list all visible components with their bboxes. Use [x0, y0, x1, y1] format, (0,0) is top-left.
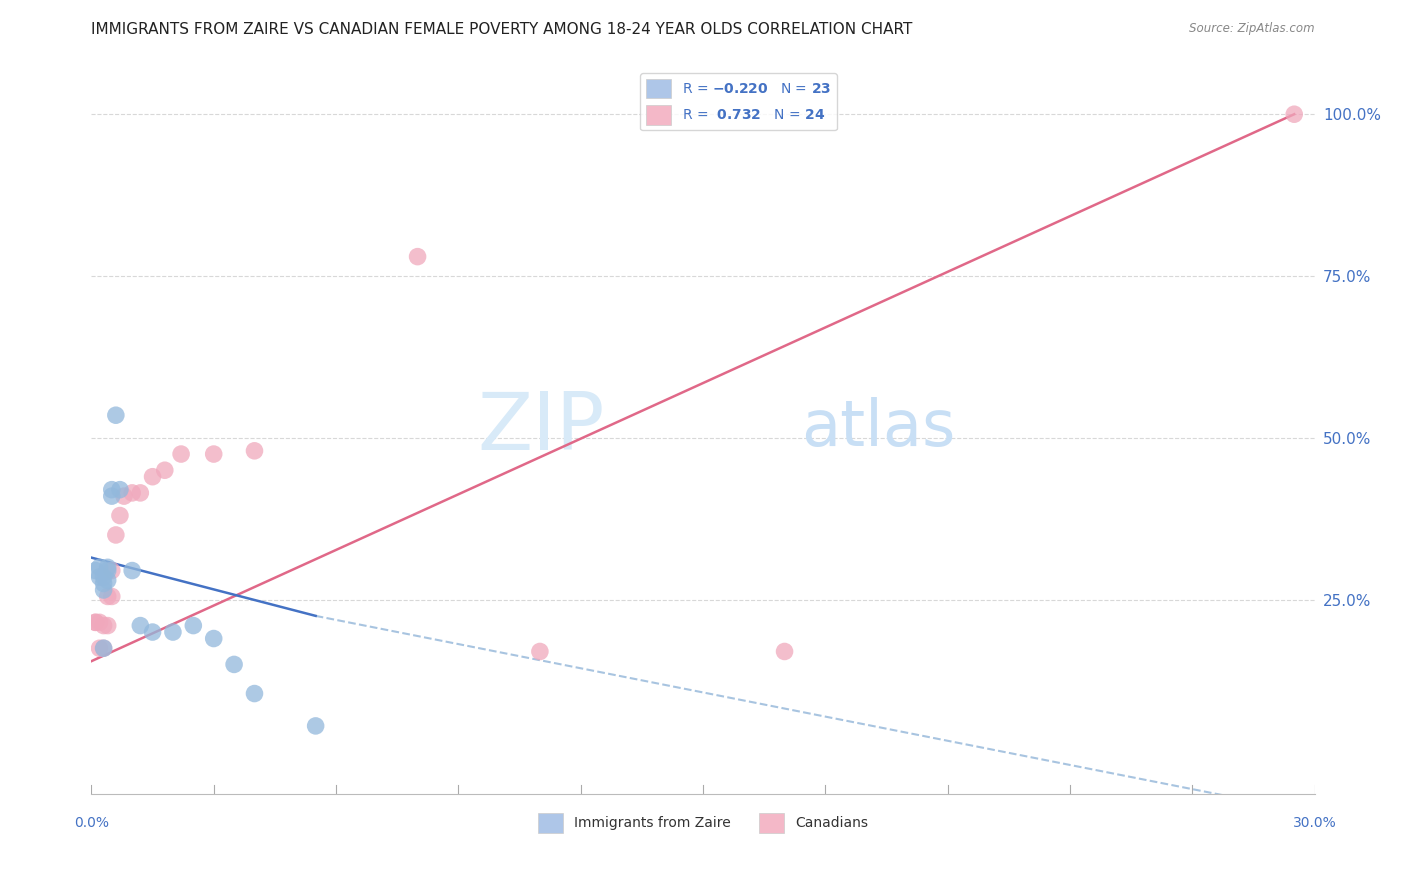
Point	[93, 582, 115, 597]
Point	[89, 615, 111, 630]
Point	[183, 618, 205, 632]
Point	[93, 618, 115, 632]
Point	[104, 528, 127, 542]
Point	[141, 469, 163, 483]
Point	[84, 564, 107, 578]
Point	[108, 483, 131, 497]
Point	[141, 625, 163, 640]
Text: ZIP: ZIP	[478, 389, 605, 467]
Point	[121, 564, 143, 578]
Point	[93, 641, 115, 656]
Point	[93, 570, 115, 584]
Point	[243, 443, 266, 458]
Point	[222, 657, 246, 672]
Point	[1282, 107, 1305, 121]
Point	[101, 590, 124, 604]
Point	[202, 632, 225, 646]
Point	[97, 590, 120, 604]
Point	[529, 644, 551, 658]
Point	[89, 641, 111, 656]
Point	[243, 687, 266, 701]
Point	[773, 644, 796, 658]
Point	[129, 618, 152, 632]
Text: IMMIGRANTS FROM ZAIRE VS CANADIAN FEMALE POVERTY AMONG 18-24 YEAR OLDS CORRELATI: IMMIGRANTS FROM ZAIRE VS CANADIAN FEMALE…	[91, 22, 912, 37]
Point	[202, 447, 225, 461]
Point	[162, 625, 184, 640]
Point	[89, 570, 111, 584]
Point	[104, 408, 127, 422]
Text: 0.0%: 0.0%	[75, 816, 108, 830]
Text: atlas: atlas	[801, 397, 955, 459]
Point	[129, 486, 152, 500]
Point	[101, 489, 124, 503]
Point	[112, 489, 135, 503]
Point	[121, 486, 143, 500]
Point	[97, 618, 120, 632]
Point	[101, 483, 124, 497]
Point	[97, 564, 120, 578]
Point	[84, 615, 107, 630]
Point	[93, 576, 115, 591]
Point	[304, 719, 326, 733]
Point	[97, 560, 120, 574]
Point	[84, 615, 107, 630]
Point	[406, 250, 429, 264]
Point	[97, 574, 120, 588]
Point	[170, 447, 193, 461]
Text: 30.0%: 30.0%	[1292, 816, 1337, 830]
Point	[101, 564, 124, 578]
Point	[89, 560, 111, 574]
Point	[153, 463, 176, 477]
Text: Source: ZipAtlas.com: Source: ZipAtlas.com	[1189, 22, 1315, 36]
Point	[108, 508, 131, 523]
Point	[93, 641, 115, 656]
Legend: Immigrants from Zaire, Canadians: Immigrants from Zaire, Canadians	[533, 807, 873, 838]
